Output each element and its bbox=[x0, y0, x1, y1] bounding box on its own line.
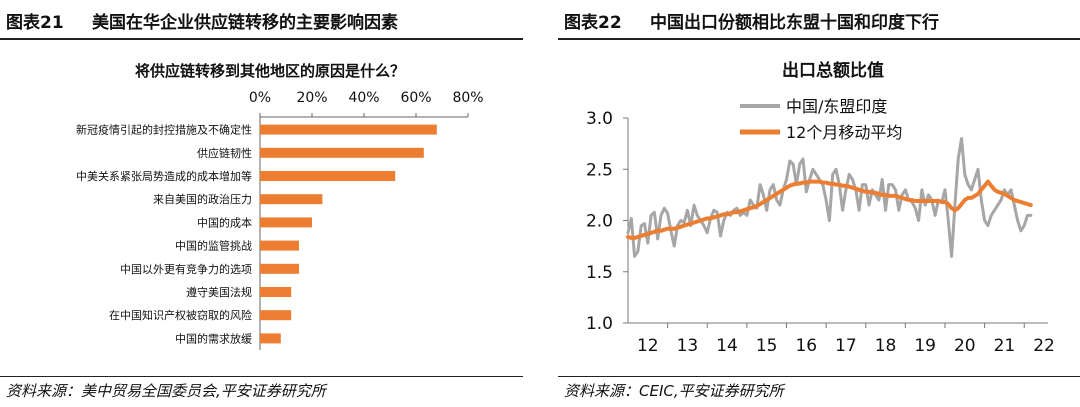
bar-category-label: 遵守美国法规 bbox=[186, 285, 252, 299]
line-x-tick-label: 17 bbox=[835, 336, 857, 356]
bar-x-tick-label: 40% bbox=[348, 90, 379, 106]
line-x-tick-label: 19 bbox=[914, 336, 936, 356]
right-figure-label: 图表22 bbox=[564, 13, 622, 33]
line-y-tick-label: 2.0 bbox=[586, 212, 613, 232]
bar bbox=[260, 194, 323, 205]
series-line-china-asean-india bbox=[626, 137, 1033, 258]
bar-category-label: 中国的监管挑战 bbox=[175, 239, 252, 253]
line-x-tick-label: 22 bbox=[1033, 336, 1055, 356]
bar-category-label: 中美关系紧张局势造成的成本增加等 bbox=[76, 169, 252, 183]
bar bbox=[260, 240, 299, 251]
left-figure-title: 美国在华企业供应链转移的主要影响因素 bbox=[92, 13, 398, 33]
legend-label: 中国/东盟印度 bbox=[786, 97, 887, 116]
bar-x-tick-label: 60% bbox=[400, 90, 431, 106]
bar bbox=[260, 263, 299, 274]
right-figure-footer: 资料来源：CEIC,平安证券研究所 bbox=[558, 376, 1080, 403]
line-x-tick-label: 13 bbox=[677, 336, 699, 356]
left-source-note: 资料来源：美中贸易全国委员会,平安证券研究所 bbox=[6, 382, 326, 400]
right-source-note: 资料来源：CEIC,平安证券研究所 bbox=[564, 382, 784, 400]
bar-x-tick-label: 20% bbox=[296, 90, 327, 106]
right-figure-panel: 图表22 中国出口份额相比东盟十国和印度下行 出口总额比值 1.0 1.5 2.0 2.… bbox=[558, 0, 1080, 407]
bar-x-tick-label: 0% bbox=[249, 90, 271, 106]
bar bbox=[260, 147, 424, 158]
bar-category-label: 新冠疫情引起的封控措施及不确定性 bbox=[76, 123, 252, 137]
line-y-tick-label: 1.5 bbox=[586, 263, 613, 283]
bar bbox=[260, 171, 396, 181]
bar-category-label: 供应链韧性 bbox=[197, 146, 252, 160]
right-figure-header: 图表22 中国出口份额相比东盟十国和印度下行 bbox=[558, 0, 1080, 40]
left-figure-footer: 资料来源：美中贸易全国委员会,平安证券研究所 bbox=[0, 376, 523, 403]
line-x-tick-label: 16 bbox=[795, 336, 817, 356]
bar-x-tick-label: 80% bbox=[452, 90, 483, 106]
line-y-tick-label: 2.5 bbox=[586, 160, 613, 180]
line-x-tick-label: 20 bbox=[954, 336, 976, 356]
bar-chart: 将供应链转移到其他地区的原因是什么？ 0% 20% 40% 60% 80% 新冠疫情引起的封… bbox=[76, 62, 484, 350]
bar-category-label: 中国以外更有竞争力的选项 bbox=[120, 262, 252, 276]
line-x-tick-label: 21 bbox=[994, 336, 1016, 356]
series-line-12m-moving-average bbox=[626, 179, 1033, 240]
bar bbox=[260, 124, 437, 135]
line-chart: 出口总额比值 1.0 1.5 2.0 2.5 3.0 12 13 14 15 16 17 18 19 20 2… bbox=[586, 60, 1055, 356]
line-y-tick-label: 1.0 bbox=[586, 314, 613, 334]
left-figure-panel: 图表21 美国在华企业供应链转移的主要影响因素 将供应链转移到其他地区的原因是什… bbox=[0, 0, 523, 407]
line-x-tick-label: 15 bbox=[756, 336, 778, 356]
left-figure-header: 图表21 美国在华企业供应链转移的主要影响因素 bbox=[0, 0, 523, 40]
bar bbox=[260, 333, 281, 344]
line-chart-title: 出口总额比值 bbox=[782, 60, 884, 81]
bar-category-label: 中国的成本 bbox=[197, 215, 252, 229]
line-x-tick-label: 12 bbox=[637, 336, 659, 356]
line-x-tick-label: 18 bbox=[875, 336, 897, 356]
line-y-tick-label: 3.0 bbox=[586, 109, 613, 129]
bar bbox=[260, 217, 312, 228]
bar bbox=[260, 287, 292, 297]
legend-label: 12个月移动平均 bbox=[786, 123, 902, 142]
bar-category-label: 来自美国的政治压力 bbox=[153, 192, 252, 206]
right-figure-title: 中国出口份额相比东盟十国和印度下行 bbox=[650, 13, 939, 33]
bar bbox=[260, 310, 292, 321]
bar-category-label: 中国的需求放缓 bbox=[175, 331, 252, 345]
line-x-tick-label: 14 bbox=[716, 336, 738, 356]
left-figure-label: 图表21 bbox=[6, 13, 64, 33]
bar-category-label: 在中国知识产权被窃取的风险 bbox=[109, 308, 252, 322]
bar-chart-title: 将供应链转移到其他地区的原因是什么？ bbox=[135, 62, 405, 80]
